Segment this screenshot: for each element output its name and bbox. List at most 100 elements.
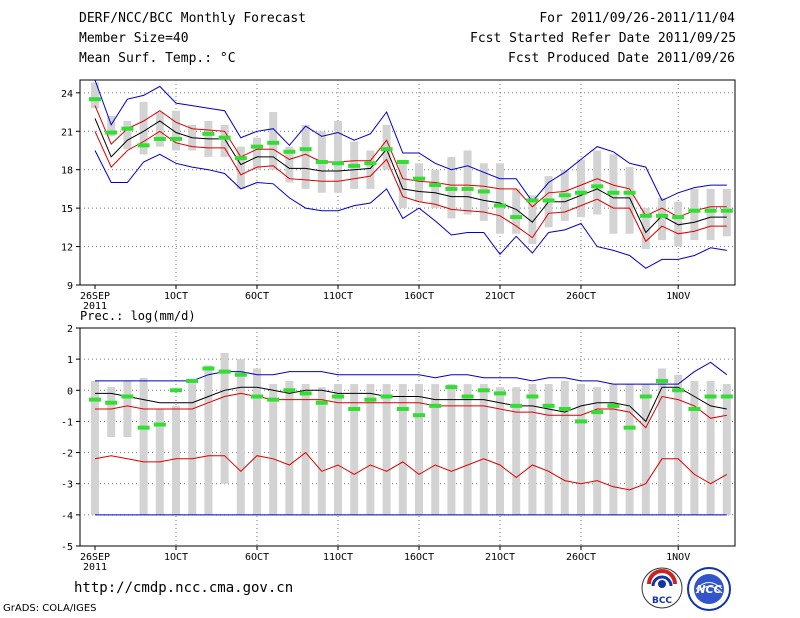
temperature-obs-marker xyxy=(299,147,312,152)
precipitation-range-box xyxy=(658,368,666,515)
temperature-range-box xyxy=(236,146,245,189)
temperature-obs-marker xyxy=(639,213,652,218)
temperature-range-box xyxy=(155,112,164,147)
precipitation-range-box xyxy=(123,380,132,437)
precipitation-range-box xyxy=(690,380,699,515)
precipitation-range-box xyxy=(204,365,213,515)
precipitation-ytick-label: -2 xyxy=(61,449,73,460)
source-url[interactable]: http://cmdp.ncc.cma.gov.cn xyxy=(74,580,294,596)
temperature-range-box xyxy=(285,146,294,183)
temperature-series-std_lower xyxy=(94,130,727,243)
temperature-obs-marker xyxy=(542,198,555,203)
temperature-xtick-label: 21OCT xyxy=(485,291,515,302)
temperature-range-box xyxy=(463,150,472,215)
precipitation-ytick-label: -4 xyxy=(61,511,73,522)
temperature-ytick-label: 18 xyxy=(61,166,73,177)
temperature-ytick-label: 21 xyxy=(61,127,73,138)
temperature-xtick-sublabel: 2011 xyxy=(83,301,107,312)
precipitation-obs-marker xyxy=(332,394,344,399)
header-left: DERF/NCC/BCC Monthly Forecast Member Siz… xyxy=(79,9,306,69)
precipitation-range-box xyxy=(172,405,180,515)
temperature-range-box xyxy=(658,197,666,241)
temperature-obs-marker xyxy=(153,136,166,141)
precipitation-range-box xyxy=(301,384,310,515)
header-right: For 2011/09/26-2011/11/04 Fcst Started R… xyxy=(470,9,737,69)
precipitation-obs-marker xyxy=(121,394,134,399)
temperature-obs-marker xyxy=(607,190,620,195)
temperature-range-box xyxy=(496,163,504,234)
precipitation-obs-marker xyxy=(575,419,587,424)
temperature-range-box xyxy=(577,159,585,218)
precipitation-range-box xyxy=(641,384,650,515)
temperature-obs-marker xyxy=(510,215,523,220)
variable-label: Mean Surf. Temp.: °C xyxy=(79,51,236,66)
precipitation-series-max xyxy=(95,361,728,385)
temperature-obs-marker xyxy=(380,147,393,152)
temperature-xtick-label: 1NOV xyxy=(666,291,690,302)
precipitation-obs-marker xyxy=(267,397,280,402)
temperature-range-box xyxy=(398,162,407,209)
precipitation-range-box xyxy=(722,384,731,515)
precipitation-obs-marker xyxy=(623,425,636,430)
temperature-range-box xyxy=(334,121,342,193)
precipitation-obs-marker xyxy=(153,422,166,427)
precipitation-obs-marker xyxy=(429,403,442,408)
temperature-series-max xyxy=(94,79,727,203)
precipitation-obs-marker xyxy=(720,394,733,399)
precipitation-obs-marker xyxy=(137,425,150,430)
precipitation-range-box xyxy=(496,387,504,515)
precipitation-range-box xyxy=(431,384,440,515)
temperature-obs-marker xyxy=(461,186,474,191)
precipitation-range-box xyxy=(91,380,99,515)
temperature-obs-marker xyxy=(526,198,539,203)
temperature-obs-marker xyxy=(688,208,701,213)
precipitation-range-box xyxy=(382,384,391,515)
temperature-obs-marker xyxy=(137,143,150,148)
precipitation-range-box xyxy=(609,384,618,515)
precipitation-obs-marker xyxy=(672,388,685,393)
temperature-obs-marker xyxy=(251,144,263,149)
temperature-obs-marker xyxy=(267,140,280,145)
precipitation-series-mean xyxy=(95,386,727,423)
precipitation-ytick-label: -1 xyxy=(61,417,73,428)
temperature-range-box xyxy=(431,169,440,209)
temperature-range-box xyxy=(91,82,99,109)
temperature-obs-marker xyxy=(575,190,587,195)
temperature-range-box xyxy=(512,188,521,234)
fcst-started-date: Fcst Started Refer Date 2011/09/25 xyxy=(470,31,737,46)
temperature-xtick-label: 26SEP xyxy=(80,291,110,302)
precipitation-range-box xyxy=(139,377,148,515)
precipitation-xtick-label: 26SEP xyxy=(80,552,110,563)
grads-credit: GrADS: COLA/IGES xyxy=(3,603,97,614)
precipitation-obs-marker xyxy=(396,406,409,411)
temperature-xtick-label: 11OCT xyxy=(323,291,353,302)
precipitation-range-box xyxy=(269,384,278,515)
temperature-xtick-label: 6OCT xyxy=(245,291,269,302)
precipitation-obs-marker xyxy=(186,378,199,383)
temperature-obs-marker xyxy=(89,97,101,102)
precipitation-xtick-label: 21OCT xyxy=(485,552,515,563)
temperature-obs-marker xyxy=(170,136,182,141)
temperature-obs-marker xyxy=(332,161,344,166)
precipitation-range-box xyxy=(366,384,375,515)
precipitation-range-box xyxy=(334,384,342,515)
precipitation-range-box xyxy=(447,384,456,515)
temperature-obs-marker xyxy=(234,156,247,161)
temperature-range-box xyxy=(220,124,229,157)
precipitation-range-box xyxy=(674,374,683,515)
chart-title: DERF/NCC/BCC Monthly Forecast xyxy=(79,11,306,26)
temperature-obs-marker xyxy=(704,208,717,213)
precipitation-ytick-label: -5 xyxy=(61,542,73,553)
temperature-obs-marker xyxy=(283,149,296,154)
precipitation-obs-marker xyxy=(558,406,571,411)
temperature-ytick-label: 12 xyxy=(61,243,73,254)
precipitation-range-box xyxy=(512,387,521,515)
precipitation-obs-marker xyxy=(364,397,377,402)
temperature-obs-marker xyxy=(494,203,506,208)
precipitation-obs-marker xyxy=(89,397,101,402)
precipitation-title: Prec.: log(mm/d) xyxy=(80,309,196,323)
temperature-range-box xyxy=(172,110,180,151)
temperature-obs-marker xyxy=(315,160,328,164)
